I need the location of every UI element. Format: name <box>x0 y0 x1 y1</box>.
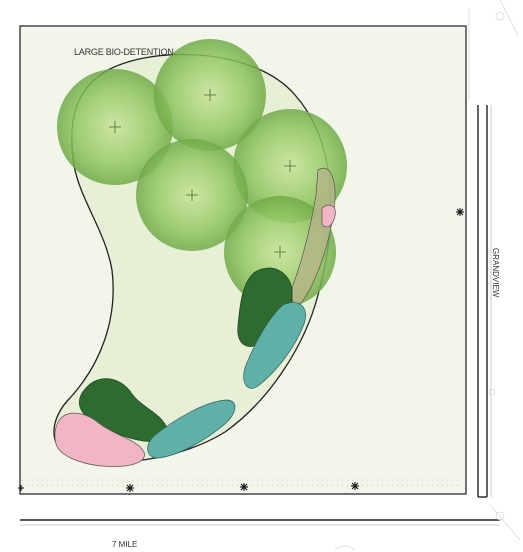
tree-markers <box>109 89 296 258</box>
border-shrubs <box>18 208 464 492</box>
tan-planting <box>291 167 336 305</box>
seven-mile-street-label: 7 MILE <box>112 540 138 549</box>
teal-planting-east <box>243 302 306 389</box>
shrub-icon <box>351 482 359 490</box>
pink-planting-south <box>54 412 145 467</box>
teal-planting-south <box>147 399 236 459</box>
pink-planting-east <box>321 204 336 228</box>
parcel-lines <box>334 0 521 551</box>
shrub-icon <box>456 208 464 216</box>
border-hatching <box>22 479 460 487</box>
shrub-icon <box>126 484 134 492</box>
shrub-icon <box>240 483 248 491</box>
grandview-road <box>477 105 492 498</box>
basin-label: LARGE BIO-DETENTION <box>74 47 174 57</box>
seven-mile-road <box>20 519 500 526</box>
shrub-icon <box>18 485 24 491</box>
grandview-street-label: GRANDVIEW <box>491 248 500 298</box>
